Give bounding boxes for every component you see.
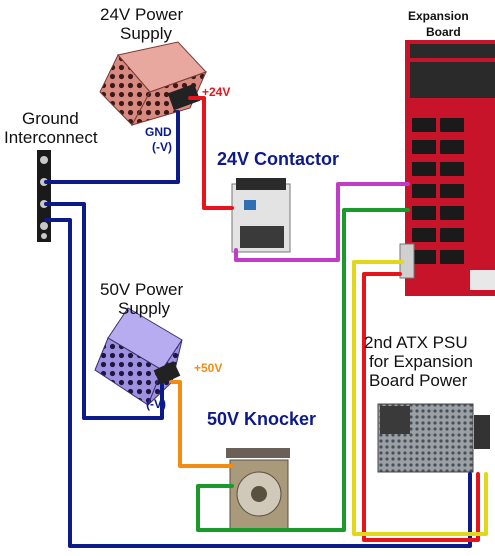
psu24-subtitle: Supply bbox=[120, 24, 172, 43]
wire-contactor-board bbox=[234, 182, 410, 262]
wire-ground-main bbox=[44, 218, 472, 548]
ground-subtitle: Interconnect bbox=[4, 128, 98, 147]
knocker-50v bbox=[226, 448, 290, 531]
contactor-24v bbox=[231, 178, 291, 253]
wire-plus50v bbox=[170, 380, 234, 468]
wire-ground-50v bbox=[44, 202, 164, 420]
psu50-subtitle: Supply bbox=[118, 299, 170, 318]
knocker-label: 50V Knocker bbox=[207, 409, 317, 429]
wire-ground-24v bbox=[44, 110, 180, 184]
label-plus50v: +50V bbox=[194, 361, 223, 375]
psu-50v bbox=[94, 307, 183, 406]
atx-label-line3: Board Power bbox=[369, 371, 468, 390]
wire-plus24v bbox=[188, 96, 234, 210]
wire-atx-yellow bbox=[352, 260, 488, 536]
label-neg50v: (-V) bbox=[146, 397, 166, 411]
label-plus24v: +24V bbox=[202, 85, 231, 99]
psu-24v bbox=[99, 41, 207, 126]
psu24-title: 24V Power bbox=[100, 5, 184, 24]
contactor-label: 24V Contactor bbox=[217, 149, 340, 169]
atx-label-line2: for Expansion bbox=[369, 352, 473, 371]
label-gnd-neg: (-V) bbox=[152, 140, 172, 154]
expansion-title: Expansion bbox=[408, 9, 469, 23]
wire-atx-red bbox=[362, 272, 480, 542]
label-gnd: GND bbox=[145, 125, 172, 139]
ground-terminal-block bbox=[37, 150, 51, 242]
ground-title: Ground bbox=[22, 109, 79, 128]
expansion-board bbox=[399, 33, 495, 296]
expansion-subtitle: Board bbox=[426, 25, 461, 39]
psu50-title: 50V Power bbox=[100, 280, 184, 299]
wire-knocker-return bbox=[196, 208, 410, 532]
atx-psu bbox=[377, 403, 490, 473]
atx-label-line1: 2nd ATX PSU bbox=[364, 333, 468, 352]
